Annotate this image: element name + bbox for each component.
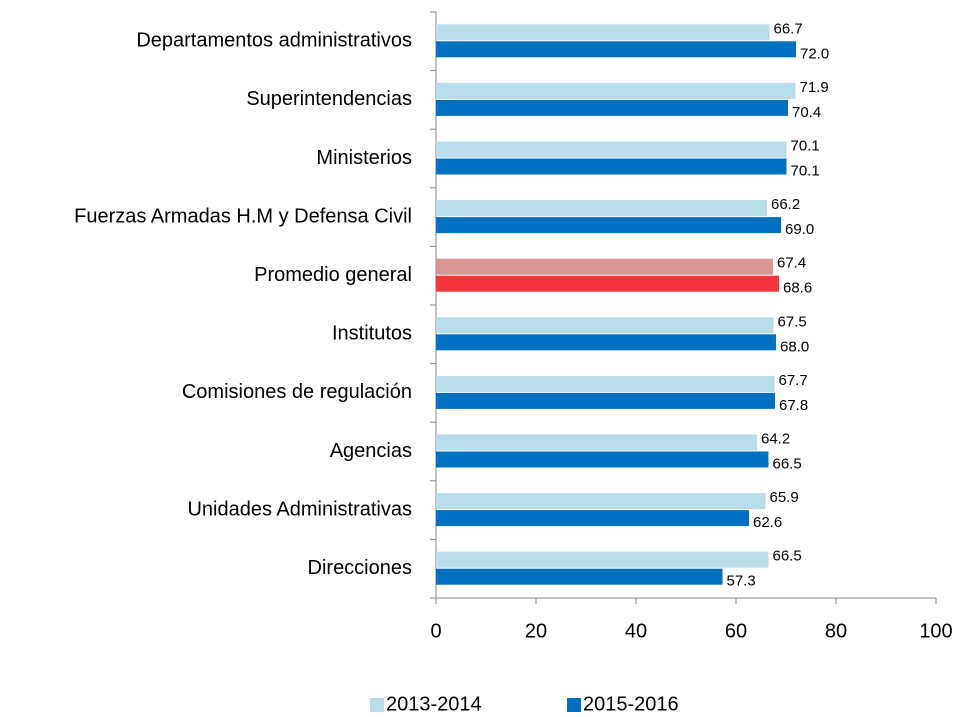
value-label: 67.4	[777, 255, 806, 272]
bar	[436, 510, 749, 527]
category-label: Institutos	[332, 323, 412, 345]
value-label: 71.9	[800, 79, 829, 96]
category-label: Fuerzas Armadas H.M y Defensa Civil	[74, 205, 412, 227]
bar	[436, 217, 781, 234]
value-label: 70.1	[791, 162, 820, 179]
value-label: 67.5	[778, 313, 807, 330]
legend-label: 2015-2016	[583, 693, 679, 715]
category-label: Unidades Administrativas	[187, 498, 412, 520]
bar	[436, 82, 796, 99]
x-tick-label: 60	[725, 620, 747, 642]
category-label: Direcciones	[308, 557, 412, 579]
legend-swatch	[370, 698, 384, 712]
value-label: 66.5	[773, 455, 802, 472]
value-label: 70.1	[791, 137, 820, 154]
category-label: Promedio general	[254, 264, 412, 286]
category-label: Superintendencias	[246, 88, 412, 110]
bar	[436, 158, 787, 175]
value-label: 64.2	[761, 430, 790, 447]
value-label: 68.0	[780, 338, 809, 355]
bar	[436, 41, 796, 58]
x-tick-label: 100	[919, 620, 952, 642]
value-label: 69.0	[785, 221, 814, 238]
category-label: Departamentos administrativos	[136, 30, 412, 52]
value-label: 70.4	[792, 104, 821, 121]
value-label: 66.5	[773, 548, 802, 565]
x-tick-label: 40	[625, 620, 647, 642]
category-label: Ministerios	[316, 147, 412, 169]
bar	[436, 493, 766, 510]
value-label: 57.3	[727, 573, 756, 590]
category-label: Agencias	[330, 440, 412, 462]
x-tick-label: 0	[430, 620, 441, 642]
bar	[436, 275, 779, 292]
bar	[436, 568, 723, 585]
bar	[436, 375, 775, 392]
value-label: 67.8	[779, 397, 808, 414]
value-label: 66.2	[771, 196, 800, 213]
bar	[436, 434, 757, 451]
bar	[436, 200, 767, 217]
bar	[436, 451, 769, 468]
value-label: 67.7	[779, 372, 808, 389]
bar	[436, 392, 775, 409]
bar	[436, 141, 787, 158]
bar	[436, 551, 769, 568]
x-tick-label: 80	[825, 620, 847, 642]
value-label: 66.7	[774, 20, 803, 37]
value-label: 72.0	[800, 45, 829, 62]
x-tick-label: 20	[525, 620, 547, 642]
bar	[436, 334, 776, 351]
value-label: 68.6	[783, 280, 812, 297]
bar	[436, 317, 774, 334]
legend-label: 2013-2014	[386, 693, 482, 715]
bar	[436, 99, 788, 116]
bar	[436, 24, 770, 41]
value-label: 65.9	[770, 489, 799, 506]
category-label: Comisiones de regulación	[182, 381, 412, 403]
value-label: 62.6	[753, 514, 782, 531]
bar	[436, 258, 773, 275]
legend-swatch	[567, 698, 581, 712]
